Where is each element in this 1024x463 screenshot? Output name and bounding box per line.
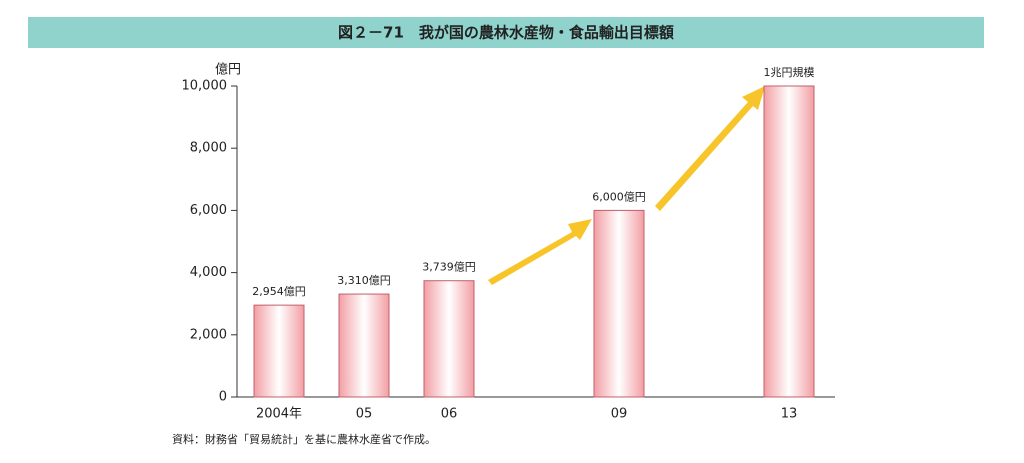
value-label: 3,739億円	[422, 261, 476, 274]
x-tick-label: 2004年	[256, 407, 302, 422]
bar	[338, 293, 390, 398]
title-band	[28, 17, 984, 48]
value-label: 6,000億円	[592, 190, 646, 203]
x-tick-label: 09	[611, 407, 628, 422]
arrow	[655, 86, 765, 211]
x-tick-label: 06	[441, 407, 458, 422]
bar	[763, 85, 815, 398]
bar	[253, 304, 305, 398]
y-tick-label: 8,000	[190, 141, 227, 156]
y-unit: 億円	[215, 62, 241, 78]
y-tick-label: 2,000	[190, 327, 227, 342]
arrow	[488, 219, 592, 285]
value-label: 2,954億円	[252, 285, 306, 298]
chart-title: 図２－71 我が国の農林水産物・食品輸出目標額	[338, 24, 674, 42]
y-tick-label: 6,000	[190, 203, 227, 218]
y-tick-label: 10,000	[182, 79, 228, 94]
x-tick-label: 13	[781, 407, 798, 422]
value-label: 1兆円規模	[764, 65, 815, 79]
y-tick-label: 4,000	[190, 265, 227, 280]
bar	[423, 280, 475, 398]
value-label: 3,310億円	[337, 274, 391, 287]
bar	[593, 209, 645, 398]
y-tick-label: 0	[219, 390, 227, 405]
source-note: 資料：財務省「貿易統計」を基に農林水産省で作成。	[172, 432, 436, 446]
trend-arrows	[488, 86, 765, 285]
x-tick-label: 05	[356, 407, 373, 422]
